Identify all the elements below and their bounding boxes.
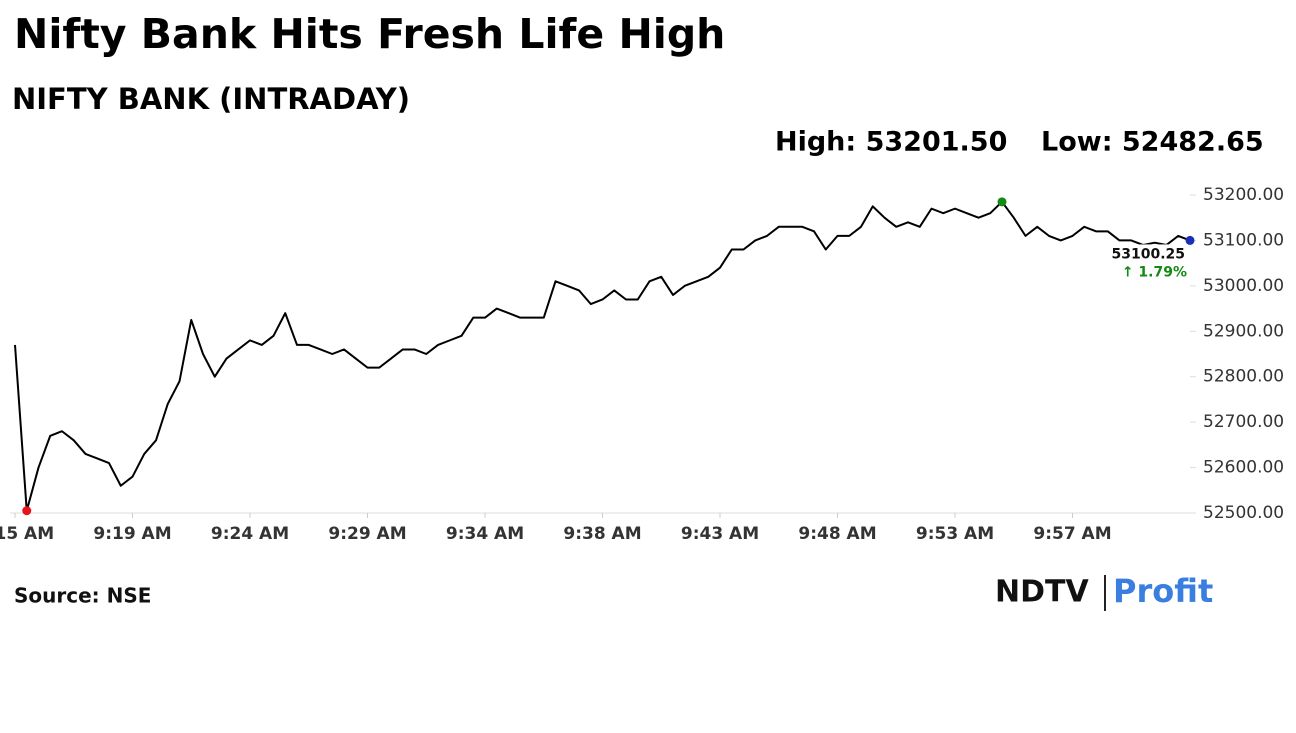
x-tick-label: 9:34 AM (446, 524, 524, 544)
high-label: High: 53201.50 (775, 127, 1007, 158)
x-tick-label: 9:19 AM (93, 524, 171, 544)
y-tick-label: 52900.00 (1203, 321, 1284, 341)
y-tick-label: 52700.00 (1203, 412, 1284, 432)
x-tick-label: 9:57 AM (1033, 524, 1111, 544)
y-tick-label: 52800.00 (1203, 367, 1284, 387)
y-tick-label: 53200.00 (1203, 185, 1284, 205)
last-value-label: 53100.25 (1111, 246, 1185, 262)
low-marker (22, 506, 32, 516)
y-tick-label: 52500.00 (1203, 503, 1284, 523)
last-marker (1185, 235, 1195, 245)
high-marker (997, 197, 1007, 207)
logo-profit: Profit (1113, 572, 1213, 610)
y-tick-label: 53000.00 (1203, 276, 1284, 296)
y-tick-label: 52600.00 (1203, 458, 1284, 478)
x-tick-label: 9:48 AM (798, 524, 876, 544)
source: Source: NSE (14, 584, 151, 608)
low-label: Low: 52482.65 (1041, 127, 1264, 158)
x-tick-label: 9:53 AM (916, 524, 994, 544)
logo-ndtv: NDTV (995, 575, 1089, 610)
y-tick-label: 53100.00 (1203, 230, 1284, 250)
x-tick-label: 9:15 AM (0, 524, 54, 544)
x-tick-label: 9:29 AM (328, 524, 406, 544)
price-line (14, 200, 1191, 512)
chart-subtitle: NIFTY BANK (INTRADAY) (12, 82, 410, 116)
x-tick-label: 9:43 AM (681, 524, 759, 544)
last-label-bg (1124, 244, 1188, 283)
x-tick-label: 9:24 AM (211, 524, 289, 544)
change-label: ↑ 1.79% (1122, 264, 1187, 280)
chart-title: Nifty Bank Hits Fresh Life High (14, 10, 725, 58)
x-tick-label: 9:38 AM (563, 524, 641, 544)
